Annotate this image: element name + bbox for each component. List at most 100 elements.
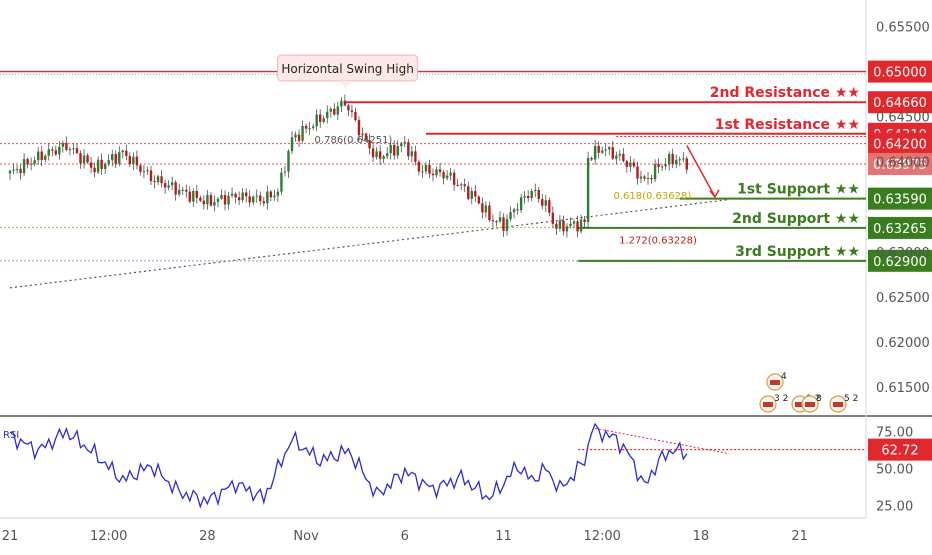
candle-body [498,217,502,222]
candle-body [583,219,586,223]
callout-pointer [339,81,352,88]
candle-body [378,151,382,159]
price-tag: 0.62900 [873,255,927,270]
candle-body [604,149,607,151]
rising-trendline [9,198,730,289]
callout-text: Horizontal Swing High [281,62,413,76]
level-lines: 2nd Resistance ★★ 1st Resistance ★★ 1st Su… [0,70,866,262]
projection-arrowhead [709,189,720,199]
candle-body [590,157,593,160]
candle-body [160,176,163,184]
candle-body [460,184,463,186]
candle-body [357,120,361,136]
candle-body [107,160,110,164]
candle-body [350,110,354,112]
candle-body [565,226,569,232]
candle-body [523,195,526,198]
candle-body [276,191,280,196]
candle-body [269,191,273,198]
candle-body [375,151,378,158]
rsi-tick-label: 75.00 [876,425,913,440]
candle-body [19,168,22,174]
candle-body [664,164,667,167]
candle-body [114,154,117,164]
candle-body [68,149,72,151]
candle-body [400,143,403,147]
candle-body [403,142,406,144]
candle-body [100,159,103,169]
candle-body [283,171,287,173]
candle-body [121,150,124,153]
candle-body [562,220,565,232]
candle-body [629,162,632,167]
candle-body [79,153,82,164]
candle-body [223,195,227,205]
candle-body [128,156,132,165]
candle-body [252,196,255,203]
candle-body [167,185,170,188]
candle-body [294,134,297,138]
price-tag-bg [868,187,932,210]
candle-body [82,155,86,164]
y-tick-label: 0.63000 [876,246,930,261]
candle-body [118,152,121,164]
flag-icon [833,402,843,407]
candle-body [516,209,519,211]
level-label: 3rd Support ★★ [735,244,860,260]
candle-body [142,171,146,173]
candle-body [502,217,505,231]
candle-body [163,183,167,188]
candle-body [622,154,625,162]
candle-body [174,182,177,195]
candle-body [449,172,452,176]
candle-body [241,192,244,201]
price-tag-bg [868,132,932,155]
level-label: 2nd Resistance ★★ [710,85,860,101]
candle-body [414,151,417,162]
rsi-tag-bg [868,438,932,461]
candle-body [227,195,230,205]
candle-body [86,155,89,163]
candle-body [33,160,36,164]
candle-body [385,153,389,157]
candle-body [220,195,223,199]
event-badge-count: 4 [781,372,787,382]
candle-body [657,164,660,167]
price-tag: 0.63265 [873,222,927,237]
candle-body [234,193,237,198]
candle-body [569,223,572,227]
candle-body [368,139,371,149]
candle-body [491,220,495,222]
price-tag: 0.65000 [873,66,927,81]
candle-body [572,221,576,224]
rsi-trendline [595,427,730,455]
candle-body [484,205,488,213]
price-tag-bg [868,216,932,239]
candle-body [579,219,583,232]
candle-body [445,175,449,179]
candle-body [72,148,75,150]
candle-body [364,133,368,140]
rsi-tick-label: 25.00 [876,500,913,515]
y-tick-label: 0.61500 [876,381,930,396]
candle-body [322,118,325,122]
candle-body [682,158,685,160]
y-tick-label: 0.65500 [876,21,930,36]
y-tick-label: 0.62000 [876,336,930,351]
candle-body [156,176,160,183]
candle-body [636,166,639,179]
candle-body [474,191,477,197]
flag-icon [770,380,780,385]
event-badge-count: 5 2 [844,394,858,404]
price-tag-bg [868,152,932,175]
candle-body [576,221,579,232]
candle-body [509,212,512,220]
candle-body [555,223,558,229]
candle-body [15,168,19,170]
rsi-panel: 75.00 50.00 25.00 62.72 RSI [3,422,932,515]
x-tick-label: 11 [495,529,512,544]
candle-body [181,189,184,191]
annotations: Horizontal Swing High 0.786(0.64251) 0.618… [277,54,866,413]
